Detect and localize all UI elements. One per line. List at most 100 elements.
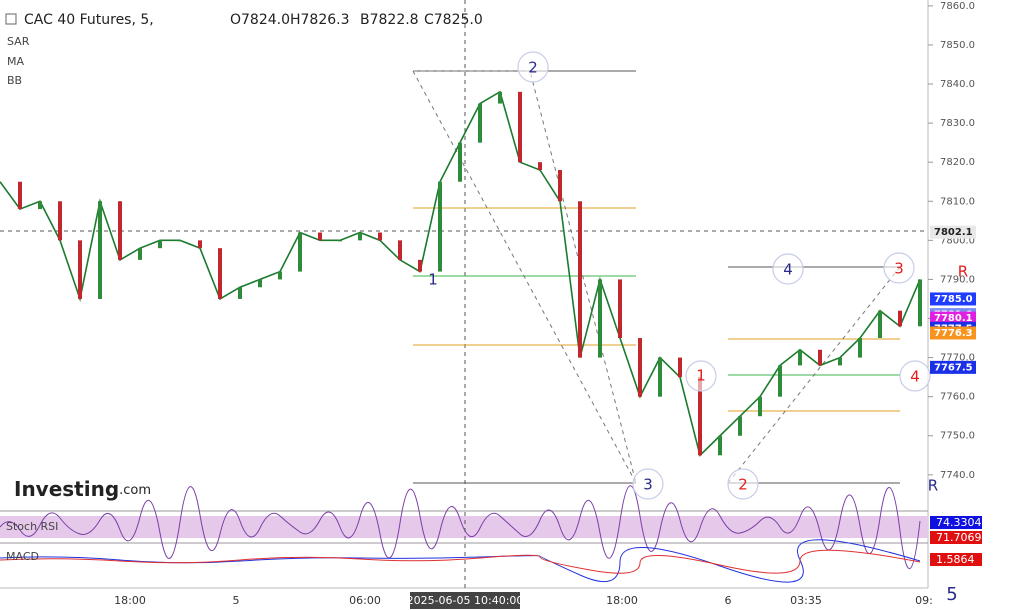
ohlc: C7825.0: [424, 12, 483, 28]
wave-ring: [727, 468, 759, 500]
y-tick-label: 7840.0: [940, 79, 975, 90]
value-tag-text: 1.5864: [936, 553, 975, 566]
wave-ring: [899, 360, 931, 392]
crosshair-time-tag: [410, 592, 520, 609]
indicator[interactable]: SAR: [7, 35, 30, 48]
candle: [18, 181, 22, 210]
candle: [678, 357, 682, 378]
candle: [618, 279, 622, 339]
candle: [98, 201, 102, 299]
y-tick-label: 7850.0: [940, 40, 975, 51]
candle: [298, 232, 302, 272]
wave-label: R: [958, 263, 968, 281]
logo-suffix: .com: [119, 483, 151, 498]
price-tag-text: 7776.3: [934, 328, 973, 339]
y-tick-label: 7760.0: [940, 392, 975, 403]
symbol: CAC 40 Futures, 5,: [24, 12, 154, 28]
plot: [0, 90, 922, 457]
price-tag: [930, 326, 976, 340]
price-tag: [930, 225, 976, 239]
price-tag-text: 7767.5: [934, 362, 973, 373]
wave-label: 3: [643, 476, 653, 494]
value-tag: [930, 531, 982, 544]
candle: [858, 338, 862, 358]
candle: [878, 310, 882, 339]
candle: [178, 240, 182, 242]
time-label: 06:00: [349, 594, 381, 607]
candle: [838, 357, 842, 366]
y-tick-label: 7830.0: [940, 118, 975, 129]
candle: [278, 271, 282, 280]
candle: [898, 310, 902, 327]
candle: [518, 91, 522, 163]
candle: [78, 240, 82, 299]
pane-label: MACD: [6, 550, 39, 563]
time-label: 6: [725, 594, 732, 607]
wave-label: 3: [894, 260, 904, 278]
candle: [378, 232, 382, 241]
candle: [758, 396, 762, 417]
candle: [318, 232, 322, 241]
candle: [558, 170, 562, 202]
candle: [458, 142, 462, 182]
wave-labels: 1 2 3 4 1 2 3 4 R R: [428, 51, 968, 500]
stoch-band: [0, 516, 928, 538]
time-label: 09:: [915, 594, 933, 607]
wave-ring: [517, 51, 549, 83]
candle: [918, 279, 922, 327]
candle: [118, 201, 122, 260]
value-tag: [930, 516, 982, 529]
candle: [38, 201, 42, 210]
candle: [338, 240, 342, 242]
macd-line: [0, 539, 921, 583]
candle: [578, 201, 582, 358]
candle: [478, 103, 482, 143]
candle: [778, 365, 782, 397]
wave-label: R: [928, 477, 938, 495]
pane-label: Stoch RSI: [6, 520, 58, 533]
price-tag-text: 7780.1: [934, 313, 973, 324]
ohlc: O7824.0: [230, 12, 290, 28]
stoch-line: [0, 485, 921, 569]
candle: [738, 416, 742, 436]
logo-brand: Investing: [14, 477, 119, 501]
wave-label: 2: [528, 59, 538, 77]
ohlc: B7822.8: [360, 12, 419, 28]
candle: [698, 377, 702, 456]
y-tick-label: 7820.0: [940, 157, 975, 168]
price-tag-text: 7785.0: [934, 294, 973, 305]
candle: [158, 240, 162, 249]
indicator[interactable]: BB: [7, 74, 22, 87]
main-pane: [0, 0, 928, 510]
wave-ring: [772, 253, 804, 285]
indicator[interactable]: MA: [7, 55, 24, 68]
fib-diagonal: [727, 266, 901, 484]
price-tag: [930, 360, 976, 374]
candle: [798, 349, 802, 366]
ohlc: H7826.3: [290, 12, 350, 28]
value-tag-text: 71.7069: [936, 531, 982, 544]
candle: [818, 349, 822, 366]
y-tick-label: 7860.0: [940, 1, 975, 12]
frame: [0, 0, 929, 589]
candle: [258, 279, 262, 288]
candle: [498, 91, 502, 104]
time-label: 18:00: [606, 594, 638, 607]
y-tick-label: 7740.0: [940, 470, 975, 481]
candle: [538, 162, 542, 170]
candle: [418, 259, 422, 272]
collapse-icon[interactable]: [5, 13, 17, 25]
value-tag: [930, 553, 982, 566]
wave-ring: [883, 252, 915, 284]
candle: [598, 279, 602, 358]
value-tag-text: 74.3304: [936, 516, 982, 529]
wave-label: 4: [783, 261, 793, 279]
y-tick-label: 7750.0: [940, 431, 975, 442]
candle: [238, 287, 242, 299]
candle: [138, 248, 142, 260]
wave-ring: [685, 360, 717, 392]
price-tag: [930, 292, 976, 306]
macd-signal: [0, 549, 921, 574]
y-tick-label: 7800.0: [940, 235, 975, 246]
logo: Investing.com: [14, 477, 151, 501]
